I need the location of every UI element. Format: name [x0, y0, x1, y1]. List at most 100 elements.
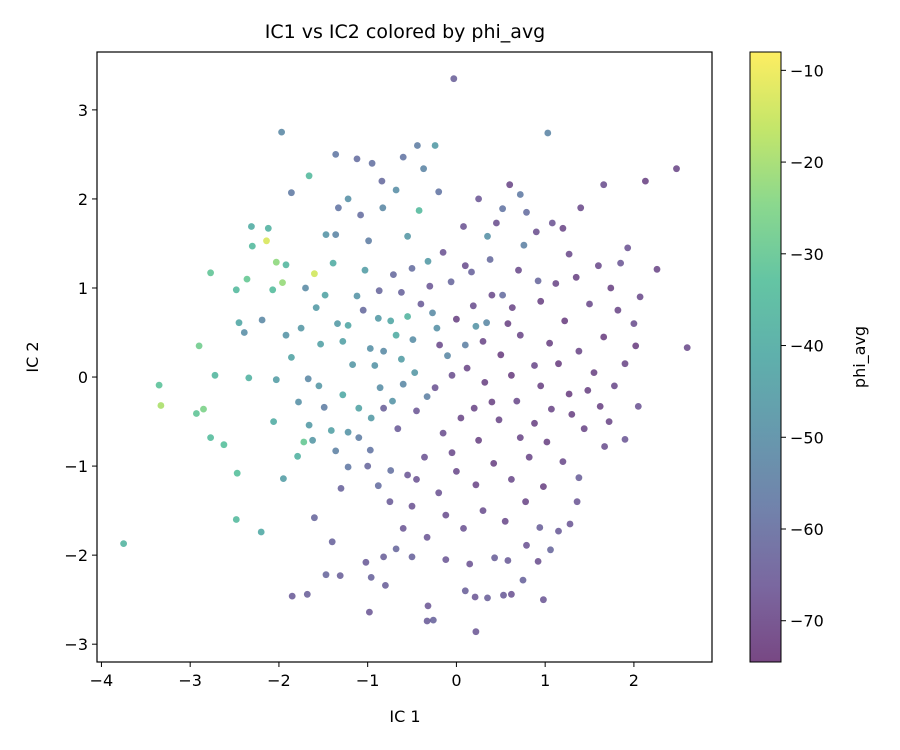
- scatter-point: [561, 317, 569, 325]
- scatter-point: [516, 331, 524, 339]
- scatter-point: [614, 306, 622, 314]
- scatter-point: [600, 181, 608, 189]
- scatter-point: [288, 592, 296, 600]
- scatter-point: [444, 352, 451, 360]
- scatter-point: [504, 320, 512, 327]
- scatter-point: [435, 188, 443, 196]
- scatter-point: [436, 341, 443, 349]
- scatter-point: [423, 617, 431, 625]
- scatter-point: [461, 262, 469, 270]
- scatter-point: [568, 411, 576, 418]
- scatter-point: [282, 261, 290, 269]
- y-tick-label: −3: [64, 635, 88, 654]
- scatter-point: [278, 128, 285, 136]
- scatter-point: [332, 231, 340, 239]
- scatter-point: [429, 616, 437, 624]
- scatter-point: [329, 259, 337, 267]
- scatter-point: [508, 476, 515, 483]
- scatter-point: [390, 271, 397, 278]
- scatter-point: [573, 498, 581, 506]
- scatter-point: [460, 525, 467, 532]
- scatter-point: [624, 244, 632, 252]
- scatter-point: [305, 172, 313, 180]
- scatter-point: [282, 331, 290, 339]
- scatter-point: [288, 189, 295, 197]
- scatter-point: [439, 429, 447, 437]
- x-tick-label: −2: [267, 671, 291, 690]
- x-tick-label: −4: [90, 671, 114, 690]
- scatter-point: [366, 608, 373, 616]
- scatter-point: [621, 436, 629, 443]
- scatter-point: [488, 398, 496, 406]
- scatter-point: [245, 374, 253, 382]
- scatter-point: [408, 502, 416, 510]
- scatter-point: [207, 269, 215, 277]
- scatter-point: [516, 191, 524, 198]
- scatter-point: [417, 300, 425, 308]
- scatter-point: [457, 414, 465, 422]
- scatter-point: [339, 391, 347, 399]
- scatter-point: [193, 410, 200, 417]
- scatter-point: [472, 628, 480, 636]
- scatter-point: [479, 338, 487, 345]
- scatter-point: [475, 436, 482, 444]
- y-tick-label: 0: [78, 368, 88, 387]
- scatter-point: [484, 232, 491, 240]
- scatter-point: [617, 259, 624, 267]
- scatter-point: [332, 151, 340, 158]
- scatter-point: [429, 309, 436, 317]
- scatter-point: [448, 371, 456, 379]
- scatter-point: [232, 286, 240, 294]
- y-axis-ticks: −3 −2 −1 0 1 2 3: [64, 101, 97, 654]
- scatter-point: [357, 211, 364, 219]
- scatter-point: [491, 554, 498, 562]
- scatter-point: [559, 224, 567, 232]
- x-tick-label: −1: [356, 671, 380, 690]
- scatter-point: [431, 142, 439, 149]
- scatter-point: [565, 250, 573, 258]
- scatter-point: [442, 511, 450, 519]
- scatter-point: [466, 560, 474, 568]
- scatter-point: [303, 590, 311, 598]
- scatter-point: [392, 545, 400, 553]
- scatter-point: [504, 557, 512, 564]
- scatter-point: [317, 340, 324, 348]
- scatter-point: [546, 339, 553, 347]
- scatter-point: [584, 387, 592, 394]
- y-tick-label: −2: [64, 546, 88, 565]
- scatter-point: [611, 382, 618, 390]
- scatter-point: [264, 224, 272, 232]
- scatter-point: [424, 257, 432, 265]
- scatter-point: [537, 382, 545, 390]
- scatter-point: [463, 364, 471, 372]
- scatter-point: [433, 324, 441, 332]
- scatter-point: [544, 129, 552, 137]
- scatter-point: [309, 436, 316, 444]
- scatter-point: [415, 207, 423, 214]
- scatter-point: [257, 528, 265, 536]
- scatter-point: [540, 596, 547, 604]
- scatter-point: [600, 333, 608, 341]
- scatter-point: [435, 489, 443, 497]
- scatter-point: [605, 418, 613, 425]
- colorbar-tick-label: −60: [790, 520, 824, 539]
- colorbar-tick-label: −30: [790, 245, 824, 264]
- scatter-point: [495, 416, 503, 424]
- scatter-point: [447, 278, 455, 286]
- scatter-point: [380, 347, 387, 355]
- scatter-point: [543, 438, 551, 446]
- scatter-point: [387, 317, 395, 325]
- scatter-point: [200, 405, 207, 413]
- scatter-point: [404, 232, 411, 240]
- scatter-point: [312, 304, 320, 311]
- scatter-point: [483, 319, 490, 327]
- scatter-point: [547, 546, 554, 554]
- scatter-point: [327, 427, 335, 434]
- scatter-point: [525, 453, 533, 461]
- scatter-point: [642, 177, 649, 185]
- scatter-point: [630, 320, 638, 327]
- scatter-point: [497, 351, 505, 359]
- scatter-point: [349, 361, 356, 368]
- scatter-point: [534, 277, 542, 285]
- scatter-point: [520, 241, 528, 249]
